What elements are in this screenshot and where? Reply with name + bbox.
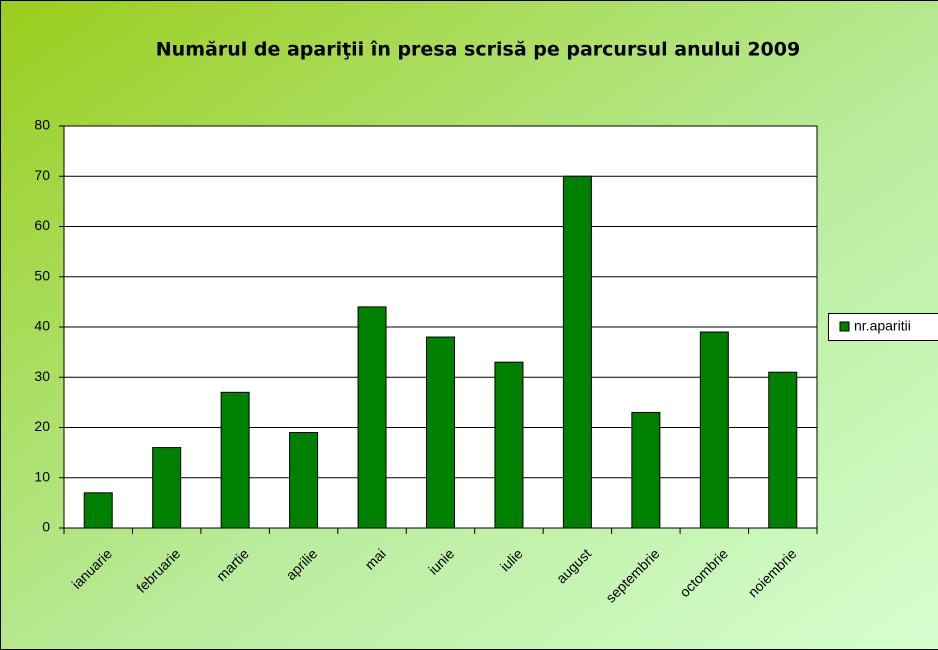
bar xyxy=(494,361,524,529)
bar xyxy=(768,371,798,529)
bar xyxy=(357,306,387,529)
y-tick-label: 30 xyxy=(34,368,50,384)
bar xyxy=(699,331,729,529)
y-tick-label: 70 xyxy=(34,167,50,183)
y-tick-label: 40 xyxy=(34,318,50,334)
bar xyxy=(83,492,113,529)
bar xyxy=(562,175,592,529)
y-tick-label: 80 xyxy=(34,117,50,133)
y-tick-label: 60 xyxy=(34,217,50,233)
bar xyxy=(426,336,455,529)
bar xyxy=(631,411,661,529)
y-tick-label: 0 xyxy=(42,519,50,535)
y-tick-label: 50 xyxy=(34,267,50,283)
bar xyxy=(289,432,319,529)
bar xyxy=(152,447,182,529)
chart-title: Numărul de apariţii în presa scrisă pe p… xyxy=(156,39,800,61)
y-tick-label: 10 xyxy=(34,468,50,484)
bar xyxy=(220,391,250,529)
y-tick-label: 20 xyxy=(34,418,50,434)
legend-key xyxy=(839,321,850,332)
legend-label: nr.aparitii xyxy=(854,318,911,334)
